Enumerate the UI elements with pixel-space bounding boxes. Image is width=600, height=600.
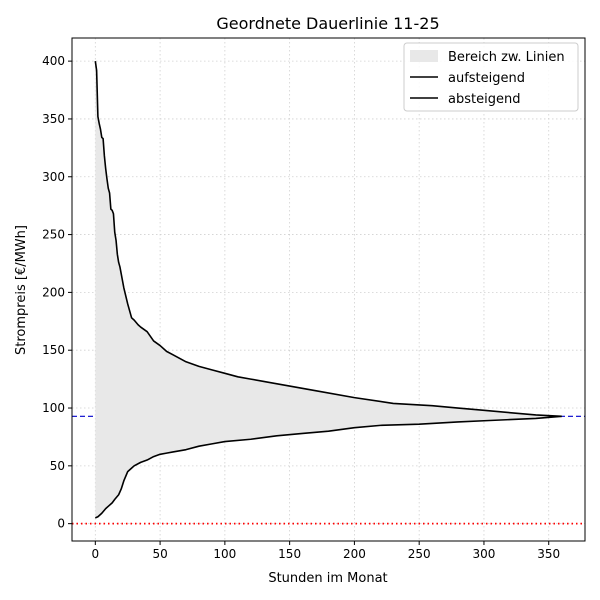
plot-frame <box>71 37 586 542</box>
y-axis-label: Strompreis [€/MWh] <box>14 225 29 355</box>
legend: Bereich zw. Linien aufsteigend absteigen… <box>403 42 579 112</box>
x-tick-label: 150 <box>278 547 301 561</box>
series-line-absteigend <box>94 61 562 418</box>
area-between-lines <box>95 61 562 518</box>
area-fill <box>95 61 562 518</box>
legend-box <box>403 42 579 112</box>
x-tick-label: 250 <box>408 547 431 561</box>
y-tick-label: 100 <box>42 401 65 415</box>
y-tick-label: 150 <box>42 343 65 357</box>
x-tick-label: 100 <box>213 547 236 561</box>
x-axis-ticks: 0 50 100 150 200 250 300 350 <box>91 541 560 561</box>
legend-desc-label: absteigend <box>448 92 520 107</box>
legend-fill-label: Bereich zw. Linien <box>448 50 565 65</box>
x-tick-label: 200 <box>343 547 366 561</box>
y-tick-label: 350 <box>42 112 65 126</box>
legend-asc-label: aufsteigend <box>448 71 525 86</box>
legend-fill-swatch <box>410 50 438 62</box>
grid <box>72 38 585 541</box>
y-axis-ticks: 0 50 100 150 200 250 300 350 400 <box>42 54 72 531</box>
series-lines <box>94 61 562 519</box>
x-tick-label: 0 <box>91 547 99 561</box>
y-tick-label: 300 <box>42 170 65 184</box>
x-tick-label: 350 <box>537 547 560 561</box>
y-tick-label: 250 <box>42 228 65 242</box>
y-tick-label: 200 <box>42 285 65 299</box>
y-tick-label: 50 <box>50 459 65 473</box>
y-tick-label: 400 <box>42 54 65 68</box>
x-axis-label: Stunden im Monat <box>268 571 387 586</box>
x-tick-label: 50 <box>152 547 167 561</box>
x-tick-label: 300 <box>473 547 496 561</box>
series-line-aufsteigend <box>94 415 562 519</box>
y-tick-label: 0 <box>57 517 65 531</box>
chart-title: Geordnete Dauerlinie 11-25 <box>216 14 439 33</box>
